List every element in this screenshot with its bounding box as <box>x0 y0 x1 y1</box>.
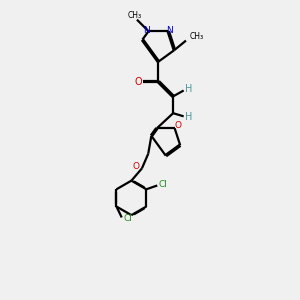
Text: O: O <box>134 76 142 87</box>
Text: H: H <box>184 112 192 122</box>
Text: O: O <box>133 162 140 171</box>
Text: CH₃: CH₃ <box>190 32 204 41</box>
Text: Cl: Cl <box>158 180 167 189</box>
Text: Cl: Cl <box>124 214 133 223</box>
Text: H: H <box>184 84 192 94</box>
Text: CH₃: CH₃ <box>128 11 142 20</box>
Text: N: N <box>167 26 173 35</box>
Text: O: O <box>175 121 182 130</box>
Text: N: N <box>143 26 150 35</box>
